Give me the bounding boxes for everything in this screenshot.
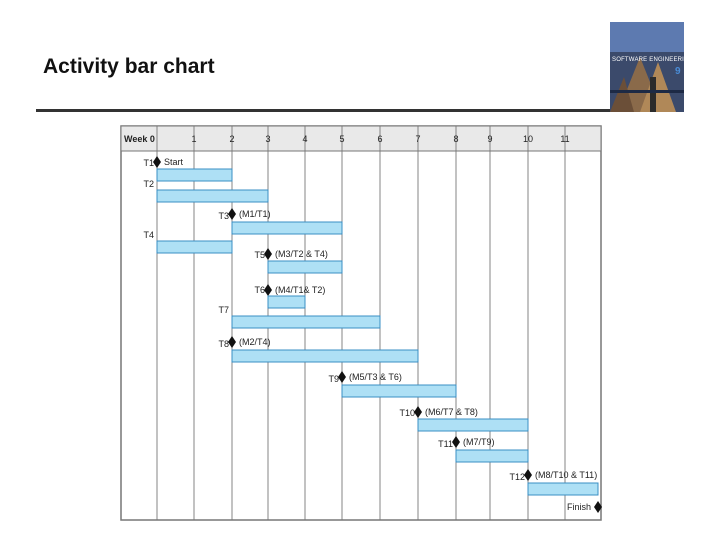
- task-bar: [527, 482, 599, 496]
- task-bar: [156, 168, 233, 182]
- week-axis-header: Week 0: [124, 134, 155, 144]
- week-tick-label: 7: [415, 134, 420, 144]
- task-label: T2: [143, 179, 154, 189]
- week-tick-label: 8: [453, 134, 458, 144]
- task-label: T12: [509, 472, 525, 482]
- task-label: T8: [218, 339, 229, 349]
- milestone-marker: [264, 284, 272, 296]
- task-label: T4: [143, 230, 154, 240]
- slide-title: Activity bar chart: [43, 55, 215, 78]
- week-tick-label: 11: [560, 134, 569, 144]
- milestone-marker: [452, 436, 460, 448]
- task-label: T7: [218, 305, 229, 315]
- milestone-marker: [228, 208, 236, 220]
- task-bar: [341, 384, 457, 398]
- milestone-marker: [153, 156, 161, 168]
- milestone-marker: [414, 406, 422, 418]
- task-bar: [267, 295, 306, 309]
- book-edition-text: 9: [675, 66, 681, 77]
- milestone-label: (M6/T7 & T8): [425, 407, 478, 417]
- task-label: T11: [438, 439, 453, 449]
- task-bar: [417, 418, 529, 432]
- milestone-label: (M4/T1& T2): [275, 285, 325, 295]
- milestone-marker: [228, 336, 236, 348]
- task-bar: [455, 449, 529, 463]
- book-cover-image: [610, 22, 684, 112]
- book-title-text: SOFTWARE ENGINEERING: [612, 57, 694, 63]
- milestone-label: (M1/T1): [239, 209, 271, 219]
- milestone-label: Start: [164, 157, 184, 167]
- milestone-label: (M5/T3 & T6): [349, 372, 402, 382]
- activity-bar-chart: Week 0 1 2 3 4 5 6 7 8 9 10 11 Start T1 T2 (M1/T1) T3 T4 (…: [120, 125, 602, 521]
- milestone-label: (M2/T4): [239, 337, 271, 347]
- milestone-label: (M8/T10 & T11): [535, 470, 597, 480]
- week-tick-label: 3: [265, 134, 270, 144]
- week-tick-label: 5: [339, 134, 344, 144]
- milestone-label: (M7/T9): [463, 437, 495, 447]
- task-bar: [267, 260, 343, 274]
- week-tick-label: 9: [487, 134, 492, 144]
- week-tick-label: 4: [302, 134, 307, 144]
- title-divider: [36, 109, 610, 112]
- task-bar: [231, 221, 343, 235]
- chart-header: [120, 125, 602, 152]
- milestone-marker: [524, 469, 532, 481]
- task-bar: [156, 240, 233, 254]
- week-tick-label: 6: [377, 134, 382, 144]
- milestone-marker: [264, 248, 272, 260]
- milestone-marker: [594, 501, 602, 513]
- task-label: T5: [254, 250, 265, 260]
- task-label: T10: [399, 408, 415, 418]
- task-label: T1: [143, 158, 154, 168]
- task-bar: [231, 349, 419, 363]
- task-label: T9: [328, 374, 339, 384]
- task-label: T3: [218, 211, 229, 221]
- milestone-label: (M3/T2 & T4): [275, 249, 328, 259]
- week-tick-label: 10: [523, 134, 533, 144]
- milestone-label: Finish: [567, 502, 591, 512]
- week-tick-label: 1: [191, 134, 196, 144]
- task-label: T6: [254, 285, 265, 295]
- milestone-marker: [338, 371, 346, 383]
- task-bar: [231, 315, 381, 329]
- week-tick-label: 2: [229, 134, 234, 144]
- task-bar: [156, 189, 269, 203]
